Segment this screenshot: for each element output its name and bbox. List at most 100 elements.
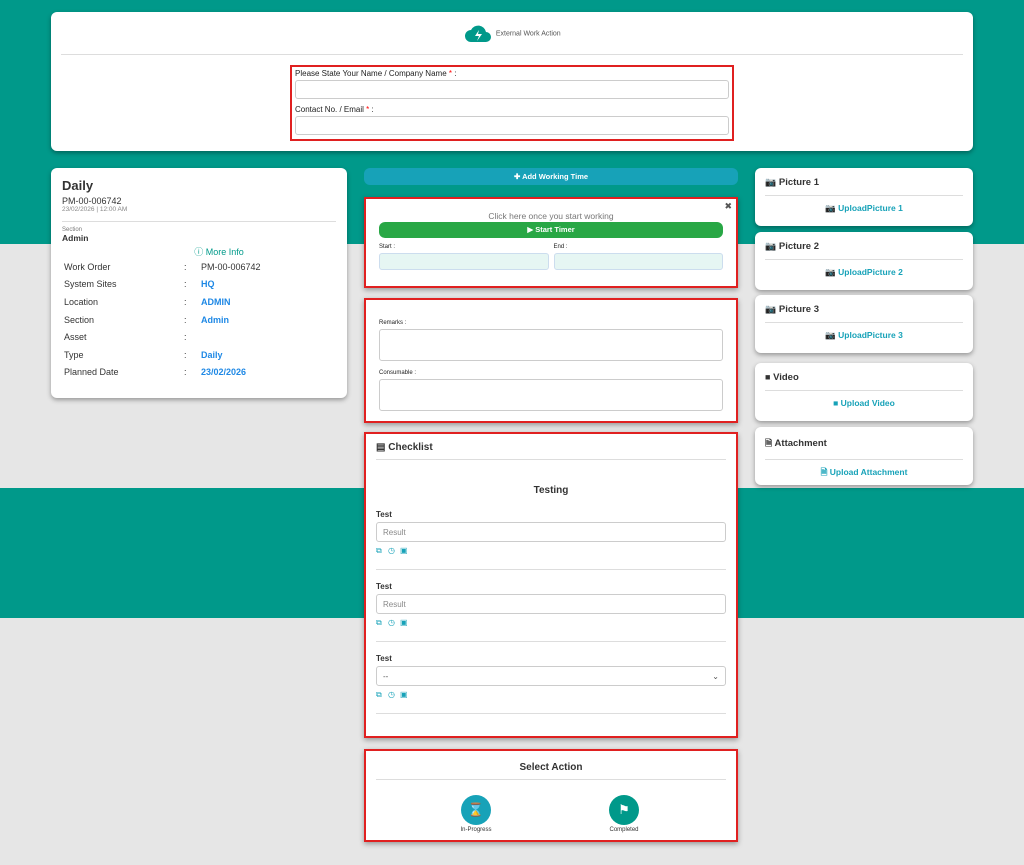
image-icon[interactable]: ▣: [400, 690, 408, 699]
upload-card-title: Attachment: [774, 438, 827, 449]
camera-icon: 📷: [765, 241, 777, 251]
checklist-group-title: Testing: [533, 485, 569, 496]
in-progress-label: In-Progress: [460, 827, 492, 833]
page-title: External Work Action: [495, 30, 561, 38]
clock-icon[interactable]: ◷: [388, 618, 395, 627]
checklist-item-label: Test: [376, 654, 392, 663]
play-icon: ▶: [527, 225, 534, 234]
camera-icon: 📷: [825, 330, 836, 340]
camera-icon: 📷: [765, 177, 777, 187]
result-select[interactable]: -- ⌄: [376, 666, 726, 686]
completed-label: Completed: [609, 827, 639, 833]
image-icon[interactable]: ▣: [400, 618, 408, 627]
result-select-value: --: [383, 671, 389, 681]
name-input[interactable]: [295, 80, 729, 99]
clock-icon[interactable]: ◷: [388, 690, 395, 699]
upload-button[interactable]: ■ Upload Video: [765, 398, 963, 408]
result-input[interactable]: Result: [376, 594, 726, 614]
copy-icon[interactable]: ⧉: [376, 690, 382, 699]
result-placeholder: Result: [383, 527, 406, 537]
detail-row: Location: ADMIN: [64, 293, 336, 311]
camera-icon: 📷: [825, 267, 836, 277]
upload-button-label: Upload Video: [840, 398, 895, 408]
video-icon: ■: [765, 372, 771, 382]
name-label: Please State Your Name / Company Name: [295, 69, 447, 78]
consumable-textarea[interactable]: [379, 379, 723, 411]
work-order-card: Daily PM-00-006742 23/02/2026 | 12:00 AM…: [51, 168, 347, 398]
detail-colon: :: [184, 261, 187, 272]
add-working-time-label: Add Working Time: [522, 172, 589, 181]
checklist-title: Checklist: [388, 442, 433, 453]
result-input[interactable]: Result: [376, 522, 726, 542]
contact-label: Contact No. / Email: [295, 105, 364, 114]
start-timer-label: Start Timer: [535, 225, 575, 234]
upload-card-title: Picture 2: [778, 241, 819, 252]
checklist-card: ▤ Checklist Testing Test Result ⧉ ◷ ▣ Test R…: [364, 432, 738, 738]
upload-button[interactable]: 📷 UploadPicture 2: [765, 267, 963, 278]
detail-row: Work Order: PM-00-006742: [64, 258, 336, 276]
upload-button[interactable]: 📷 UploadPicture 3: [765, 330, 963, 341]
consumable-label: Consumable :: [379, 370, 417, 376]
upload-button-label: UploadPicture 3: [838, 330, 903, 340]
checklist-item: Test Result ⧉ ◷ ▣: [376, 582, 726, 654]
app-logo: External Work Action: [51, 24, 973, 54]
camera-icon: 📷: [765, 304, 777, 314]
upload-card: 📷 Picture 3 📷 UploadPicture 3: [755, 295, 973, 353]
image-icon[interactable]: ▣: [400, 546, 408, 555]
upload-card-title: Video: [773, 372, 799, 383]
notes-card: Remarks : Consumable :: [364, 298, 738, 423]
detail-value[interactable]: ADMIN: [201, 296, 231, 307]
file-icon: 🗎: [820, 467, 828, 477]
upload-card: 📷 Picture 1 📷 UploadPicture 1: [755, 168, 973, 226]
upload-button-label: UploadPicture 1: [838, 203, 903, 213]
end-time-input[interactable]: [553, 253, 723, 270]
detail-value[interactable]: 23/02/2026: [201, 367, 247, 378]
copy-icon[interactable]: ⧉: [376, 618, 382, 627]
timer-hint: Click here once you start working: [488, 211, 614, 221]
cloud-logo-icon: [465, 25, 492, 42]
upload-button[interactable]: 📷 UploadPicture 1: [765, 203, 963, 214]
upload-button-label: UploadPicture 2: [838, 267, 903, 277]
upload-button-label: Upload Attachment: [829, 467, 908, 477]
upload-card: 📷 Picture 2 📷 UploadPicture 2: [755, 232, 973, 290]
more-info-link[interactable]: ⓘ More Info: [102, 245, 336, 258]
upload-button[interactable]: 🗎 Upload Attachment: [765, 467, 963, 481]
upload-card-header: 📷 Picture 1: [765, 177, 963, 188]
add-working-time-button[interactable]: ✚ Add Working Time: [364, 168, 738, 185]
detail-value: PM-00-006742: [201, 261, 261, 272]
detail-colon: :: [184, 367, 187, 378]
start-timer-button[interactable]: ▶ Start Timer: [379, 222, 723, 238]
video-icon: ■: [833, 398, 839, 408]
contact-input[interactable]: [295, 116, 729, 135]
detail-key: Planned Date: [64, 367, 119, 378]
remarks-textarea[interactable]: [379, 329, 723, 361]
checklist-item: Test Result ⧉ ◷ ▣: [376, 510, 726, 582]
copy-icon[interactable]: ⧉: [376, 546, 382, 555]
completed-action[interactable]: ⚑ Completed: [594, 795, 654, 833]
chevron-down-icon: ⌄: [712, 671, 719, 681]
detail-value[interactable]: Daily: [201, 349, 223, 360]
camera-icon: 📷: [825, 203, 836, 213]
detail-colon: :: [184, 279, 187, 290]
upload-card-header: 📷 Picture 2: [765, 241, 963, 252]
upload-card-title: Picture 1: [778, 177, 819, 188]
upload-card-title: Picture 3: [778, 304, 819, 315]
flag-icon: ⚑: [609, 795, 639, 825]
close-icon[interactable]: ✖: [724, 201, 732, 211]
detail-value[interactable]: HQ: [201, 279, 215, 290]
detail-key: System Sites: [64, 279, 117, 290]
required-mark: *: [448, 69, 452, 78]
detail-key: Asset: [64, 332, 87, 343]
detail-colon: :: [184, 349, 187, 360]
detail-value[interactable]: Admin: [201, 314, 229, 325]
detail-key: Work Order: [64, 261, 111, 272]
detail-key: Section: [64, 314, 95, 325]
select-action-title: Select Action: [519, 762, 583, 773]
colon: :: [454, 69, 457, 78]
clock-icon[interactable]: ◷: [388, 546, 395, 555]
plus-icon: ✚: [513, 172, 521, 181]
detail-row: System Sites: HQ: [64, 276, 336, 294]
in-progress-action[interactable]: ⌛ In-Progress: [446, 795, 506, 833]
start-time-input[interactable]: [379, 253, 549, 270]
upload-card-header: ■ Video: [765, 372, 963, 383]
